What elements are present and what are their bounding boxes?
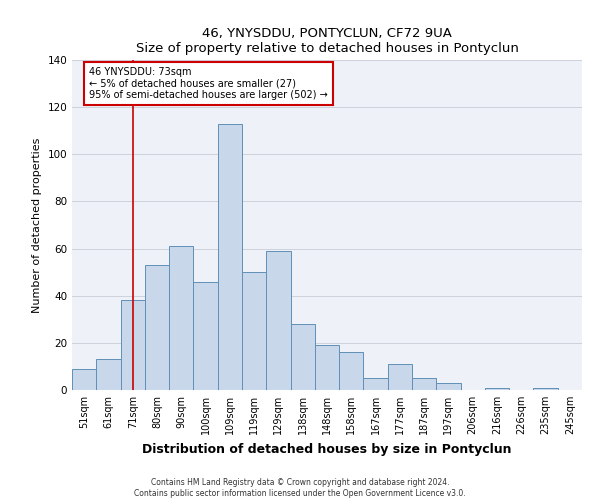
- Text: Contains HM Land Registry data © Crown copyright and database right 2024.
Contai: Contains HM Land Registry data © Crown c…: [134, 478, 466, 498]
- Bar: [121, 300, 145, 390]
- Bar: [364, 378, 388, 390]
- Y-axis label: Number of detached properties: Number of detached properties: [32, 138, 42, 312]
- Bar: [145, 265, 169, 390]
- Bar: [193, 282, 218, 390]
- Bar: [72, 369, 96, 390]
- Bar: [388, 364, 412, 390]
- Bar: [412, 378, 436, 390]
- Bar: [339, 352, 364, 390]
- Bar: [290, 324, 315, 390]
- Title: 46, YNYSDDU, PONTYCLUN, CF72 9UA
Size of property relative to detached houses in: 46, YNYSDDU, PONTYCLUN, CF72 9UA Size of…: [136, 26, 518, 54]
- Bar: [533, 388, 558, 390]
- Bar: [242, 272, 266, 390]
- Bar: [218, 124, 242, 390]
- Bar: [315, 345, 339, 390]
- Text: 46 YNYSDDU: 73sqm
← 5% of detached houses are smaller (27)
95% of semi-detached : 46 YNYSDDU: 73sqm ← 5% of detached house…: [89, 67, 328, 100]
- Bar: [169, 246, 193, 390]
- Bar: [266, 251, 290, 390]
- Bar: [96, 360, 121, 390]
- X-axis label: Distribution of detached houses by size in Pontyclun: Distribution of detached houses by size …: [142, 442, 512, 456]
- Bar: [436, 383, 461, 390]
- Bar: [485, 388, 509, 390]
